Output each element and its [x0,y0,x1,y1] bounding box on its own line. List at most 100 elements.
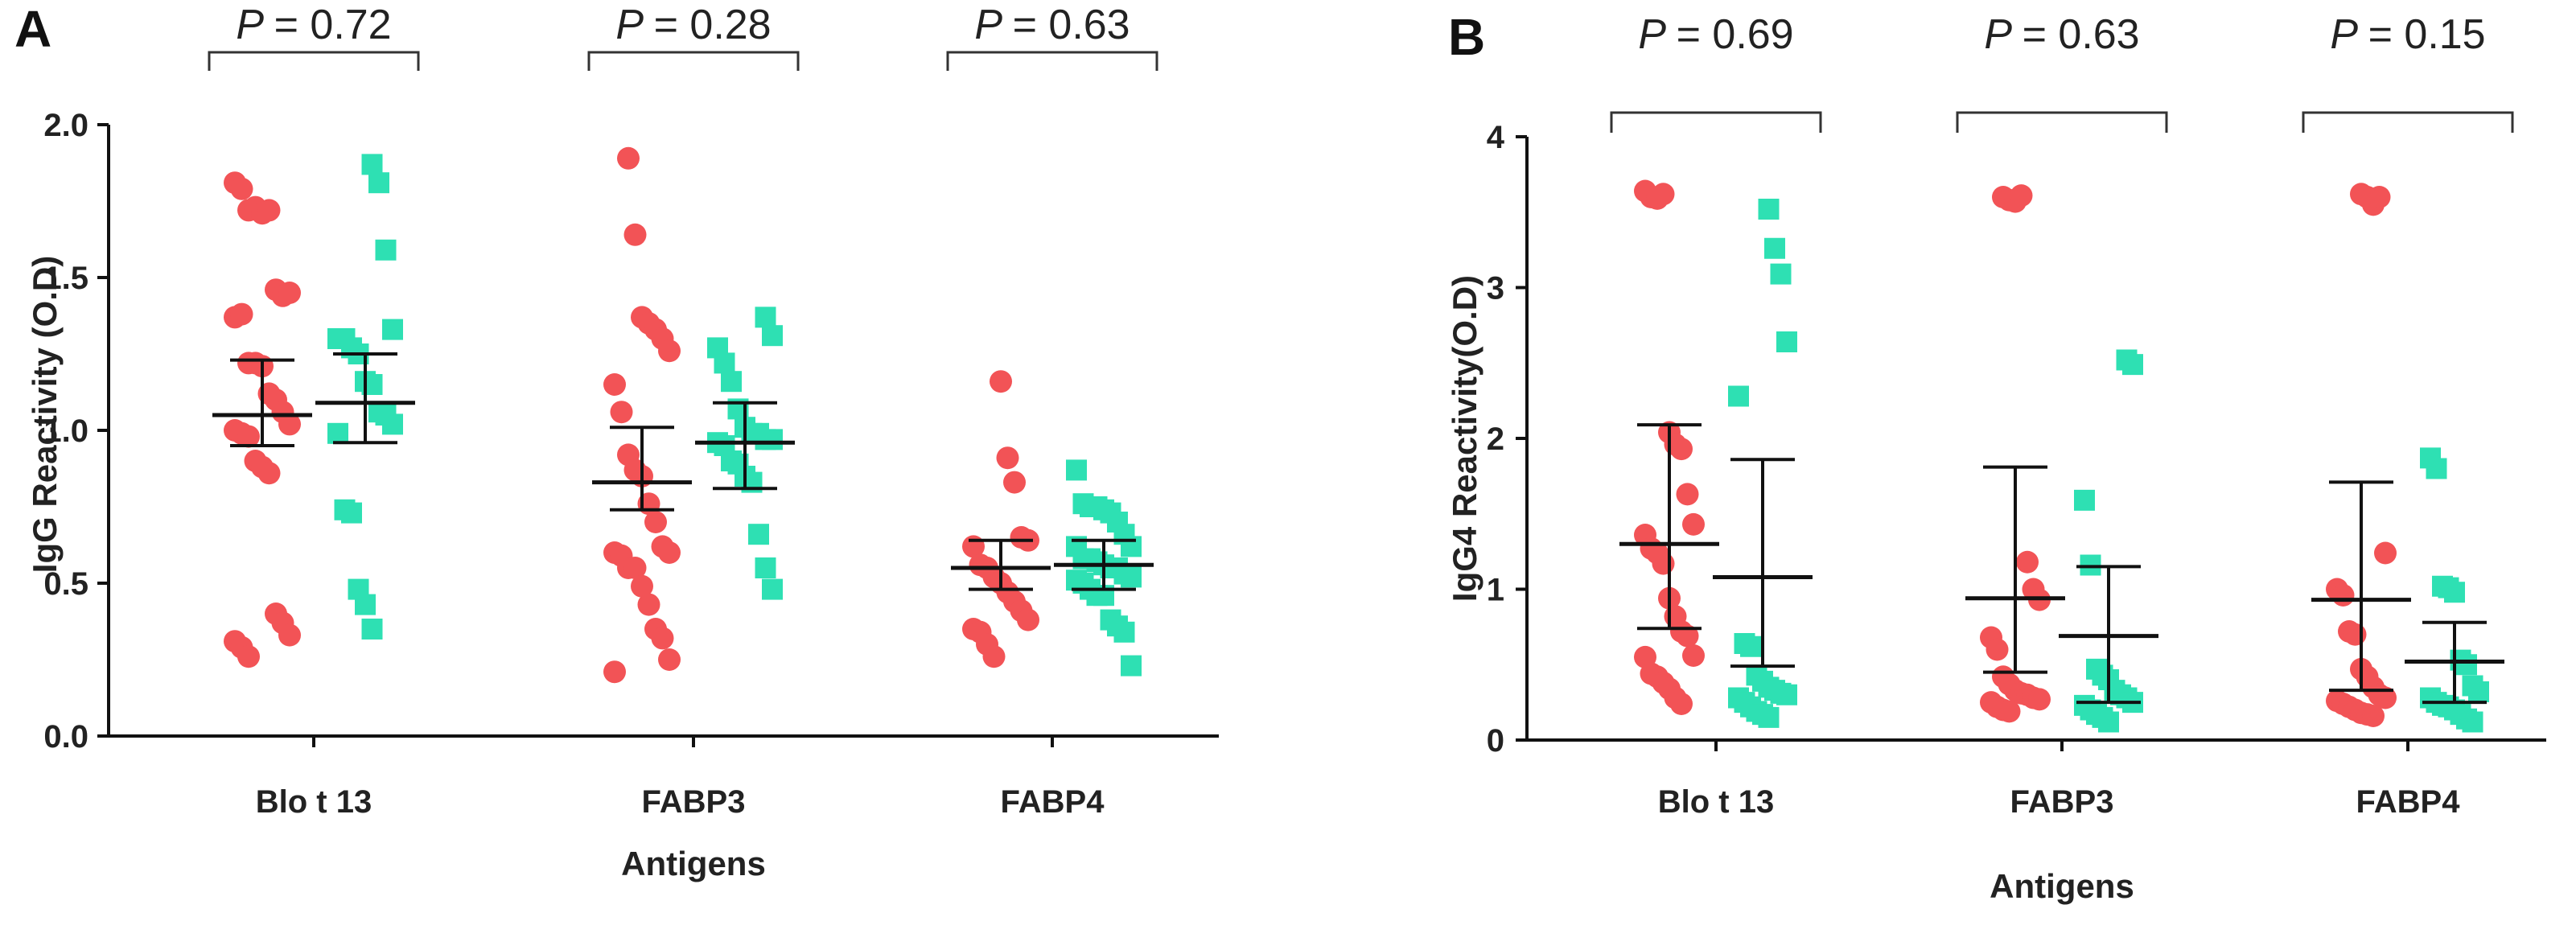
panel-a-data-point-square [762,429,783,450]
panel-a-data-point-square [361,619,383,640]
panel-a-data-point-square [382,413,403,435]
panel-b-data-point-square [2462,711,2483,733]
panel-b-y-tick-label: 0 [1487,723,1504,759]
panel-a-y-tick-label: 2.0 [43,108,88,143]
panel-b-data-point-square [1764,237,1785,259]
panel-b-category-label: FABP4 [2356,784,2461,820]
panel-a-data-point-square [1121,566,1142,588]
panel-a-data-point-square [382,319,403,340]
panel-a-y-tick-label: 1.0 [43,413,88,449]
panel-a-y-axis-title: IgG Reactivity (O.D) [26,256,64,573]
panel-b-data-point-circle [2331,584,2355,607]
panel-a-data-point-circle [1003,471,1026,494]
panel-b-data-point-square [1776,684,1797,705]
panel-a-data-point-square [1066,459,1087,481]
panel-b-data-point-circle [2362,705,2385,727]
panel-a-data-point-square [375,239,397,261]
panel-a-category-label: FABP4 [1001,784,1105,820]
panel-a-data-point-circle [257,199,281,222]
panel-a-letter: A [14,0,51,58]
panel-a-data-point-square [755,306,776,328]
panel-a-category-label: FABP3 [642,784,746,820]
panel-b-category-label: Blo t 13 [1658,784,1774,820]
panel-a-data-point-circle [1017,608,1039,631]
panel-b-data-point-circle [1676,483,1699,506]
panel-b-data-point-square [2468,681,2489,702]
panel-b-data-point-circle [2368,186,2391,208]
panel-b-data-point-circle [1670,438,1693,461]
panel-b-data-point-square [1776,331,1797,352]
panel-b-data-point-circle [1985,638,2009,661]
panel-a-data-point-square [762,325,783,347]
panel-a-data-point-circle [658,648,681,671]
panel-b-data-point-square [1758,706,1780,728]
panel-a-data-point-circle [257,462,281,485]
panel-a-data-point-circle [230,302,253,326]
panel-a-data-point-circle [230,177,253,200]
panel-b-y-tick-label: 2 [1487,422,1504,457]
panel-a-y-tick-label: 0.5 [43,566,88,602]
panel-b-data-point-circle [1676,624,1699,648]
panel-b-data-point-circle [2028,688,2051,711]
panel-b-x-axis-title: Antigens [1990,867,2134,905]
panel-a-data-point-circle [617,146,640,170]
panel-b-data-point-square [1758,199,1780,220]
panel-a-data-point-square [341,502,362,524]
panel-a-data-point-square [755,557,776,578]
panel-b-data-point-circle [2344,623,2367,646]
panel-a-p-value-label: P = 0.28 [615,2,771,48]
panel-a-significance-bracket [587,51,800,71]
panel-a-data-point-circle [658,339,681,363]
panel-a-data-point-square [721,371,742,393]
panel-a-data-point-square [748,524,769,545]
panel-b-y-tick-label: 1 [1487,573,1504,608]
panel-b-data-point-circle [2374,541,2397,565]
panel-b-data-point-square [1770,263,1792,285]
panel-a-data-point-circle [996,446,1019,470]
panel-b-data-point-circle [1682,644,1705,667]
panel-b-data-point-square [2456,654,2477,676]
panel-a-data-point-circle [278,623,301,647]
panel-a-data-point-circle [278,282,301,304]
panel-b-data-point-circle [1998,700,2021,723]
panel-b-data-point-square [1740,635,1761,657]
panel-a-data-point-square [1113,621,1135,643]
panel-a-data-point-circle [603,373,626,396]
panel-b-p-value-label: P = 0.69 [1638,11,1793,58]
panel-a-data-point-circle [982,645,1006,668]
panel-a-significance-bracket [946,51,1158,71]
panel-a-data-point-circle [278,413,301,436]
panel-a-data-point-circle [631,574,653,598]
panel-b-significance-bracket [1610,111,1822,133]
panel-a-data-point-circle [623,557,647,579]
panel-a-data-point-circle [644,511,667,533]
panel-b-p-value-label: P = 0.15 [2330,11,2485,58]
panel-b-p-value-label: P = 0.63 [1984,11,2139,58]
panel-a-data-point-square [368,172,389,194]
panel-b-y-tick-label: 3 [1487,271,1504,306]
panel-b-y-axis-title: IgG4 Reactivity(O.D) [1446,275,1483,602]
panel-b-data-point-square [1728,385,1749,407]
panel-a-data-point-circle [651,627,674,650]
panel-b-significance-bracket [1956,111,2168,133]
panel-a-y-tick-label: 1.5 [43,261,88,296]
panel-a-data-point-circle [637,593,660,616]
panel-a-category-label: Blo t 13 [256,784,372,820]
panel-b-data-point-square [2074,489,2095,511]
panel-a-data-point-square [327,422,348,444]
panel-a-data-point-circle [990,370,1012,393]
panel-b-data-point-circle [2374,686,2397,709]
panel-a-data-point-square [714,352,735,374]
panel-a-data-point-circle [237,645,260,668]
panel-b-data-point-square [2122,354,2143,376]
panel-b-data-point-circle [1652,183,1675,206]
panel-a-data-point-circle [610,401,633,424]
panel-b-data-point-square [2098,711,2119,733]
panel-b-data-point-circle [1652,552,1675,575]
panel-a-data-point-circle [658,541,681,564]
panel-a-x-axis-title: Antigens [621,845,766,882]
panel-b-data-point-square [2426,458,2447,479]
panel-b-y-tick-label: 4 [1487,120,1505,155]
panel-b-category-label: FABP3 [2010,784,2114,820]
